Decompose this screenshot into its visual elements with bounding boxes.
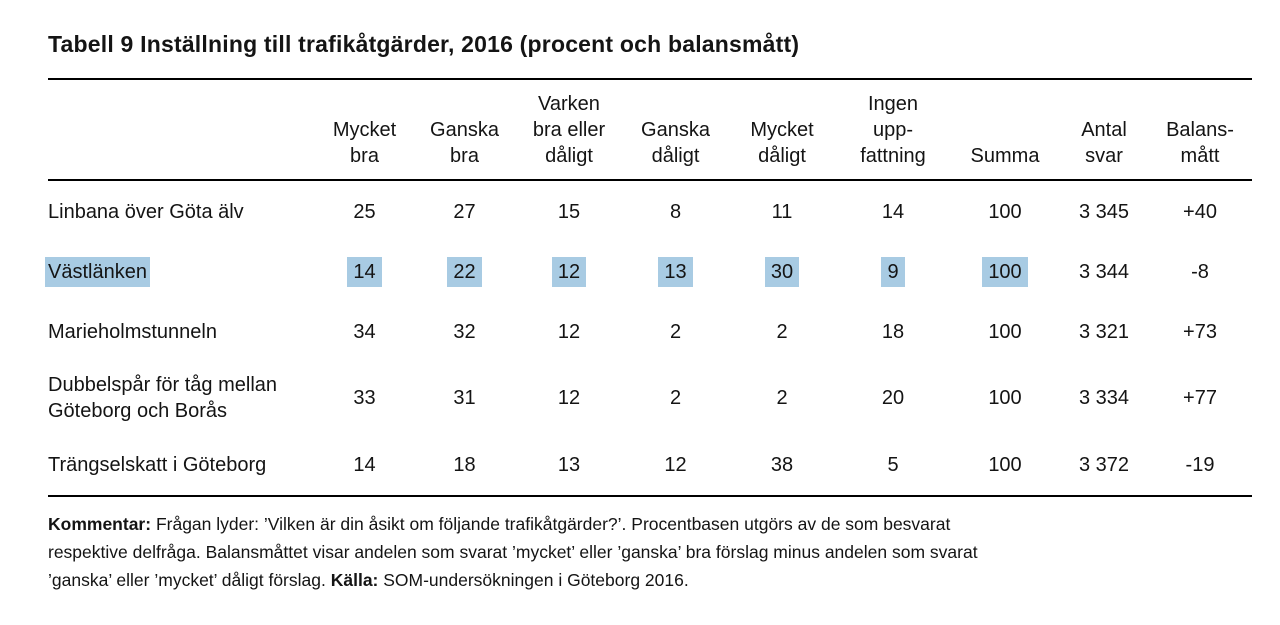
row-label: Västlänken	[45, 242, 315, 302]
value-cell: 3 334	[1078, 387, 1130, 409]
value-cell: 13	[623, 242, 728, 302]
value-cell: -8	[1191, 261, 1209, 283]
value-cell: +73	[1183, 321, 1217, 343]
comment-text: Frågan lyder: ’Vilken är din åsikt om fö…	[151, 514, 951, 534]
value-cell: 25	[353, 200, 376, 223]
selection-highlight: 9	[881, 257, 905, 287]
column-header-ganska-daligt: Ganska dåligt	[623, 79, 728, 181]
column-header-varken: Varken bra eller dåligt	[515, 79, 623, 181]
value-cell: 9	[836, 242, 950, 302]
value-cell: 2	[669, 321, 682, 343]
value-cell: 12	[623, 434, 728, 497]
value-cell: 12	[515, 242, 623, 302]
value-cell: 22	[414, 242, 515, 302]
value-cell: 8	[669, 200, 682, 223]
table-row-linbana: Linbana över Göta älv 25 27 15 8 11 14 1…	[48, 180, 1252, 242]
value-cell: 2	[669, 387, 682, 409]
value-cell: 5	[836, 434, 950, 497]
value-cell: 27	[453, 200, 476, 223]
source-label: Källa:	[330, 570, 379, 590]
table-row-marieholmstunneln: Marieholmstunneln 34 32 12 2 2 18 100 3 …	[48, 302, 1252, 362]
row-label: Marieholmstunneln	[48, 321, 217, 343]
value-cell: -19	[1148, 434, 1252, 497]
value-cell: 34	[353, 321, 376, 343]
column-header-ganska-bra: Ganska bra	[414, 79, 515, 181]
value-cell: 15	[557, 200, 581, 223]
column-header-mycket-daligt: Mycket dåligt	[728, 79, 836, 181]
value-cell: 3 321	[1078, 321, 1130, 343]
value-cell: 100	[988, 200, 1022, 223]
source-text: SOM-undersökningen i Göteborg 2016.	[378, 570, 689, 590]
comment-line: respektive delfråga. Balansmåttet visar …	[48, 538, 1252, 566]
value-cell: 33	[353, 387, 376, 409]
stats-table: Mycket bra Ganska bra Varken bra eller d…	[45, 78, 1252, 497]
column-header-ingen-uppfattning: Ingen upp- fattning	[836, 79, 950, 181]
value-cell: 11	[771, 200, 793, 223]
column-header-antal-svar: Antal svar	[1060, 79, 1148, 181]
value-cell: 3 345	[1078, 200, 1130, 223]
column-header-balansmatt: Balans- mått	[1148, 79, 1252, 181]
value-cell: 14	[315, 242, 414, 302]
column-header-summa: Summa	[950, 79, 1060, 181]
row-label: Linbana över Göta älv	[48, 200, 244, 223]
row-label: Trängselskatt i Göteborg	[48, 434, 315, 497]
table-row-vastlanken: Västlänken 14 22 12 13 30 9 100 3 344 -8	[45, 242, 1252, 302]
value-cell: 30	[728, 242, 836, 302]
value-cell: 12	[557, 321, 581, 343]
table-title: Tabell 9 Inställning till trafikåtgärder…	[48, 31, 800, 57]
value-cell: 20	[881, 387, 905, 409]
value-cell: 3 372	[1060, 434, 1148, 497]
value-cell: 13	[515, 434, 623, 497]
row-label: Dubbelspår för tåg mellan Göteborg och B…	[48, 374, 278, 422]
comment-line: Kommentar: Frågan lyder: ’Vilken är din …	[48, 510, 1252, 538]
value-cell: 18	[881, 321, 905, 343]
selection-highlight: 12	[551, 257, 587, 287]
selection-highlight: 100	[982, 257, 1028, 287]
value-cell: 31	[453, 387, 476, 409]
column-header-mycket-bra: Mycket bra	[315, 79, 414, 181]
selection-highlight: Västlänken	[45, 257, 150, 287]
table-row-dubbelspar: Dubbelspår för tåg mellan Göteborg och B…	[48, 362, 1252, 434]
value-cell: 100	[988, 321, 1022, 343]
value-cell: 100	[950, 434, 1060, 497]
value-cell: 100	[988, 387, 1022, 409]
value-cell: 3 344	[1078, 261, 1130, 283]
table-row-trangselskatt: Trängselskatt i Göteborg 14 18 13 12 38 …	[48, 434, 1252, 497]
comment-text: respektive delfråga. Balansmåttet visar …	[48, 542, 978, 562]
value-cell: 32	[453, 321, 476, 343]
value-cell: 2	[776, 387, 788, 409]
selection-highlight: 13	[658, 257, 693, 287]
value-cell: 18	[414, 434, 515, 497]
column-header-empty	[48, 79, 315, 181]
value-cell: 100	[950, 242, 1060, 302]
value-cell: 14	[315, 434, 414, 497]
value-cell: 38	[728, 434, 836, 497]
comment-line: ’ganska’ eller ’mycket’ dåligt förslag. …	[48, 566, 1252, 594]
value-cell: 2	[776, 321, 788, 343]
value-cell: +40	[1183, 200, 1217, 223]
value-cell: 14	[881, 200, 905, 223]
value-cell: +77	[1183, 387, 1217, 409]
selection-highlight: 22	[447, 257, 482, 287]
selection-highlight: 14	[347, 257, 382, 287]
comment-text: ’ganska’ eller ’mycket’ dåligt förslag.	[48, 570, 331, 590]
value-cell: 12	[557, 387, 581, 409]
selection-highlight: 30	[764, 257, 800, 287]
table-comment: Kommentar: Frågan lyder: ’Vilken är din …	[48, 510, 1252, 594]
table-header: Mycket bra Ganska bra Varken bra eller d…	[48, 79, 1252, 181]
comment-label: Kommentar:	[48, 514, 152, 534]
